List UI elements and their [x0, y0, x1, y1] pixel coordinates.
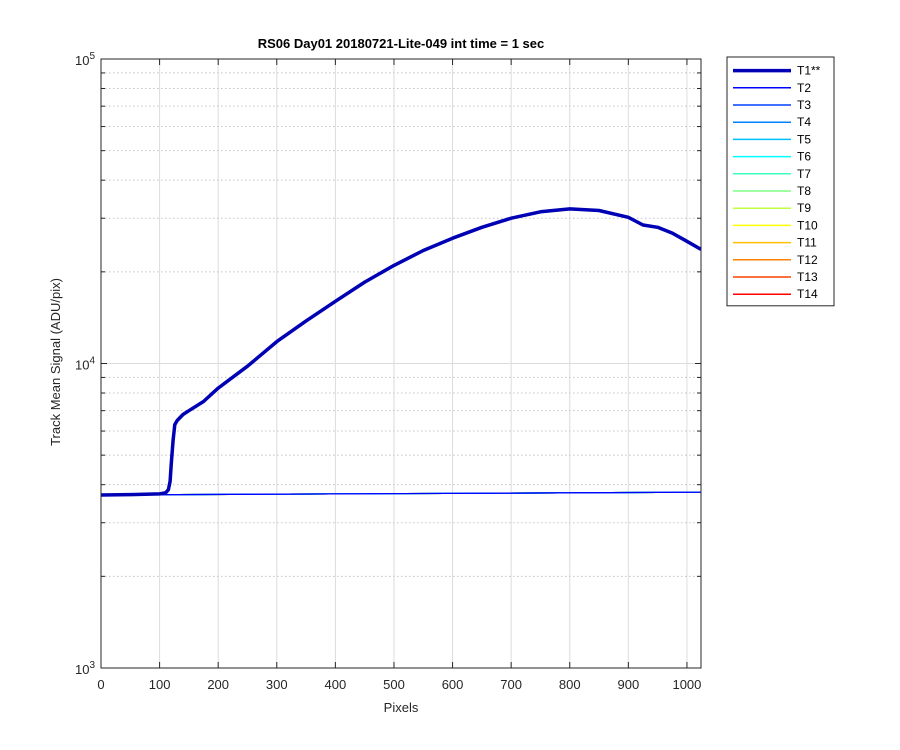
legend-label-T10: T10 — [797, 218, 818, 232]
legend: T1** T2 T3 T4 T5 T6 T7 T8 T9 T10 T11 T12 T13 T14 — [726, 56, 835, 307]
x-tick-label: 900 — [617, 677, 639, 692]
legend-label-T11: T11 — [797, 236, 817, 250]
x-tick-label: 500 — [383, 677, 405, 692]
legend-label-T9: T9 — [797, 201, 811, 215]
legend-box — [726, 56, 835, 307]
legend-label-T12: T12 — [797, 253, 818, 267]
legend-label-T5: T5 — [797, 132, 811, 146]
x-tick-label: 1000 — [672, 677, 701, 692]
y-axis-label: Track Mean Signal (ADU/pix) — [48, 278, 63, 446]
legend-label-T13: T13 — [797, 270, 818, 284]
x-tick-label: 200 — [207, 677, 229, 692]
chart-title: RS06 Day01 20180721-Lite-049 int time = … — [258, 36, 545, 51]
x-axis-label: Pixels — [384, 700, 419, 715]
x-tick-label: 600 — [442, 677, 464, 692]
x-tick-label: 0 — [97, 677, 104, 692]
y-tick-label: 104 — [75, 356, 95, 373]
x-tick-label: 800 — [559, 677, 581, 692]
plot-area: 0 100 200 300 400 500 600 700 800 900 1000 103 104 10… — [75, 51, 702, 692]
legend-label-T2: T2 — [797, 81, 811, 95]
series-line-T2 — [100, 491, 702, 496]
x-tick-label: 300 — [266, 677, 288, 692]
legend-label-T4: T4 — [797, 115, 811, 129]
legend-label-T3: T3 — [797, 98, 811, 112]
y-tick-label: 105 — [75, 51, 95, 68]
y-tick-label: 103 — [75, 660, 95, 677]
x-tick-label: 700 — [500, 677, 522, 692]
legend-label-T6: T6 — [797, 150, 811, 164]
x-tick-label: 100 — [149, 677, 171, 692]
legend-label-T7: T7 — [797, 167, 811, 181]
legend-label-T8: T8 — [797, 184, 811, 198]
legend-label-T14: T14 — [797, 287, 818, 301]
legend-label-T1: T1** — [797, 64, 821, 78]
series-line-T1 — [100, 207, 702, 497]
x-tick-label: 400 — [325, 677, 347, 692]
series-group — [100, 207, 702, 497]
